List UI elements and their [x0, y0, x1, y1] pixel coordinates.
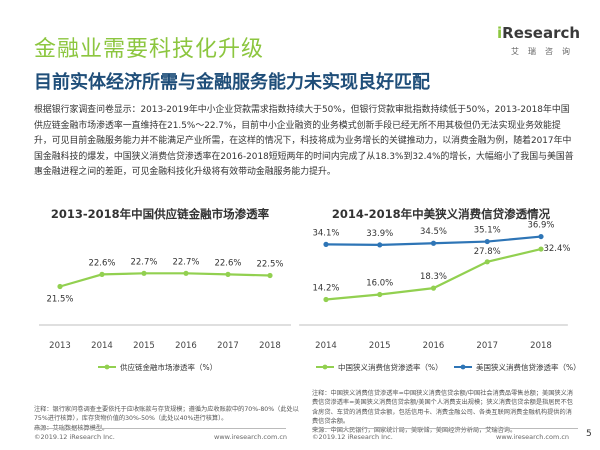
chart-1-x-tick: 2016 [175, 341, 197, 351]
chart-1-series-1-point [57, 283, 63, 290]
chart-1-data-label: 21.5% [46, 295, 73, 305]
chart-2-series-1-line [325, 247, 542, 301]
chart-2-legend-marker [322, 364, 328, 370]
chart-2-data-label: 33.9% [366, 229, 393, 239]
chart-2-x-tick: 2018 [530, 341, 552, 351]
chart-2-legend-label: 美国狭义消费信贷渗透率（%） [476, 362, 581, 372]
chart-2-series-2-point [377, 242, 383, 248]
chart-1-title: 2013-2018年中国供应链金融市场渗透率 [50, 207, 270, 221]
chart-1-legend-label: 供应链金融市场渗透率（%） [120, 362, 217, 372]
chart-2-x-tick: 2017 [476, 341, 498, 351]
chart-1-series-1-point [225, 271, 231, 277]
footer-copyright-right: ©2019.12 iResearch Inc. [312, 433, 393, 441]
chart-2-series-2-point [430, 240, 437, 246]
logo-subtext: 艾瑞咨询 [511, 47, 579, 56]
chart-2-title: 2014-2018年中美狭义消费信贷渗透情况 [331, 207, 551, 221]
chart-2-legend-label: 中国狭义消费信贷渗透率（%） [338, 362, 443, 372]
footer-divider-right [312, 428, 578, 429]
chart-1-series-1-point [183, 270, 189, 276]
chart-1-x-tick: 2015 [133, 341, 155, 351]
footer-copyright-left: ©2019.12 iResearch Inc. [34, 433, 115, 441]
chart-2-data-label: 18.3% [420, 272, 447, 282]
chart-2-data-label: 16.0% [366, 279, 393, 289]
chart-2-series-2-line [325, 235, 542, 247]
chart-2-series-1-point [538, 246, 544, 252]
body-paragraph: 根据银行家调查问卷显示：2013-2019年中小企业贷款需求指数持续大于50%，… [34, 105, 574, 177]
chart-2-x-tick: 2014 [315, 341, 337, 351]
chart-1-x-tick: 2018 [259, 341, 281, 351]
chart-2-series-2-point [484, 238, 490, 245]
chart-2-series-1-point [484, 259, 490, 265]
chart-1-x-tick: 2013 [49, 341, 71, 351]
logo-wordmark: iResearch [497, 24, 581, 42]
chart-2-note: 注释：中国狭义消费信贷渗透率=中国狭义消费信贷余额/中国社会消费品零售总额；美国… [312, 390, 573, 435]
chart-1-data-label: 22.5% [256, 260, 283, 270]
iresearch-logo: iResearch 艾瑞咨询 [497, 24, 581, 68]
chart-1-series-1-point [99, 271, 105, 277]
chart-1-series-1-point [267, 272, 273, 279]
chart-2-legend-marker [460, 364, 466, 370]
page-subtitle: 目前实体经济所需与金融服务能力未实现良好匹配 [34, 72, 430, 93]
chart-2-data-label: 34.5% [420, 227, 447, 237]
chart-1-data-label: 22.7% [172, 257, 199, 267]
chart-2-data-label: 34.1% [312, 228, 339, 238]
chart-1-series-1-point [141, 270, 147, 276]
chart-1-data-label: 22.7% [130, 257, 157, 267]
chart-2-data-label: 36.9% [527, 221, 554, 231]
page-title: 金融业需要科技化升级 [34, 37, 265, 62]
footer-site-left: www.iresearch.com.cn [214, 433, 288, 441]
chart-2-series-2-point [323, 241, 329, 247]
chart-2-data-label: 27.8% [474, 247, 501, 257]
chart-2-x-tick: 2016 [423, 341, 445, 351]
chart-2-series-2-point [538, 233, 544, 240]
chart-2-series-1-point [430, 285, 437, 291]
chart-1-series-1-line [59, 272, 271, 288]
chart-1-x-tick: 2017 [217, 341, 239, 351]
page-number: 5 [586, 429, 592, 439]
footer-divider-left [34, 428, 286, 429]
chart-2-data-label: 32.4% [543, 244, 570, 254]
chart-2-series-1-point [323, 296, 329, 303]
chart-1-legend-marker [104, 364, 110, 370]
chart-1-data-label: 22.6% [214, 258, 241, 268]
chart-2-x-tick: 2015 [369, 341, 391, 351]
chart-1-x-tick: 2014 [91, 341, 113, 351]
chart-2-series-1-point [377, 291, 383, 298]
chart-1-data-label: 22.6% [88, 258, 115, 268]
footer-site-right: www.iresearch.com.cn [496, 433, 570, 441]
chart-2-data-label: 14.2% [312, 284, 339, 294]
chart-2-data-label: 35.1% [474, 226, 501, 236]
